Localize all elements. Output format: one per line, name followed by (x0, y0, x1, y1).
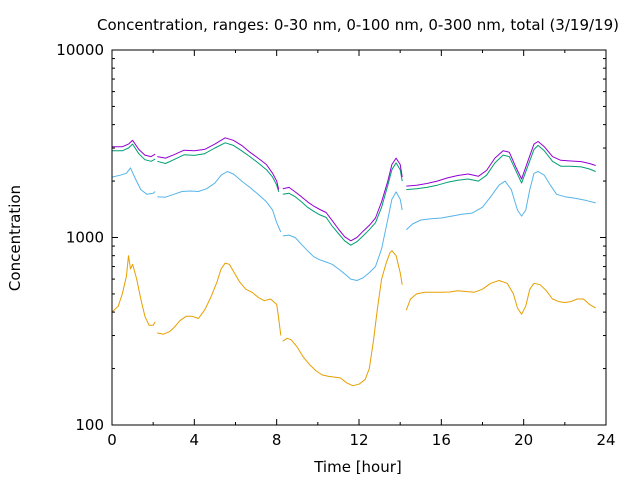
series-2-line-segment-3 (282, 191, 403, 281)
x-tick-label-2: 8 (272, 431, 282, 449)
plot-frame (111, 49, 607, 426)
series-1-line-segment-2 (157, 262, 282, 336)
x-tick-label-5: 20 (514, 431, 533, 449)
series-4-line-segment-1 (112, 139, 156, 158)
series-1 (111, 250, 596, 387)
series-4-line-segment-3 (282, 157, 403, 242)
y-tick-label-0: 100 (75, 416, 104, 434)
x-tick-label-4: 16 (432, 431, 451, 449)
series-3-line-segment-4 (406, 144, 596, 191)
series-1-line-segment-3 (282, 250, 403, 387)
series-2-line-segment-2 (157, 171, 282, 233)
x-tick-label-3: 12 (349, 431, 368, 449)
series-layer (111, 137, 596, 387)
x-tick-label-0: 0 (107, 431, 117, 449)
series-2-line-segment-1 (111, 167, 156, 195)
series-1-line-segment-1 (111, 255, 156, 326)
series-3-line-segment-2 (157, 142, 280, 193)
x-tick-label-6: 24 (596, 431, 615, 449)
x-axis-label: Time [hour] (313, 458, 402, 476)
series-1-line-segment-4 (405, 280, 596, 315)
x-tick-label-1: 4 (190, 431, 200, 449)
series-3 (112, 142, 596, 246)
y-axis-label: Concentration (6, 185, 24, 291)
series-2-line-segment-4 (405, 171, 596, 231)
series-4-line-segment-2 (157, 137, 280, 190)
y-tick-label-1: 1000 (66, 229, 104, 247)
axes-layer: 0 4 8 12 16 20 24 100 1000 10000 (56, 41, 615, 449)
y-tick-label-2: 10000 (56, 41, 104, 59)
series-3-line-segment-1 (112, 143, 156, 162)
series-3-line-segment-3 (282, 162, 403, 246)
chart-title: Concentration, ranges: 0-30 nm, 0-100 nm… (97, 16, 619, 34)
series-2 (111, 167, 596, 281)
series-4 (112, 137, 596, 242)
series-4-line-segment-4 (406, 141, 596, 187)
